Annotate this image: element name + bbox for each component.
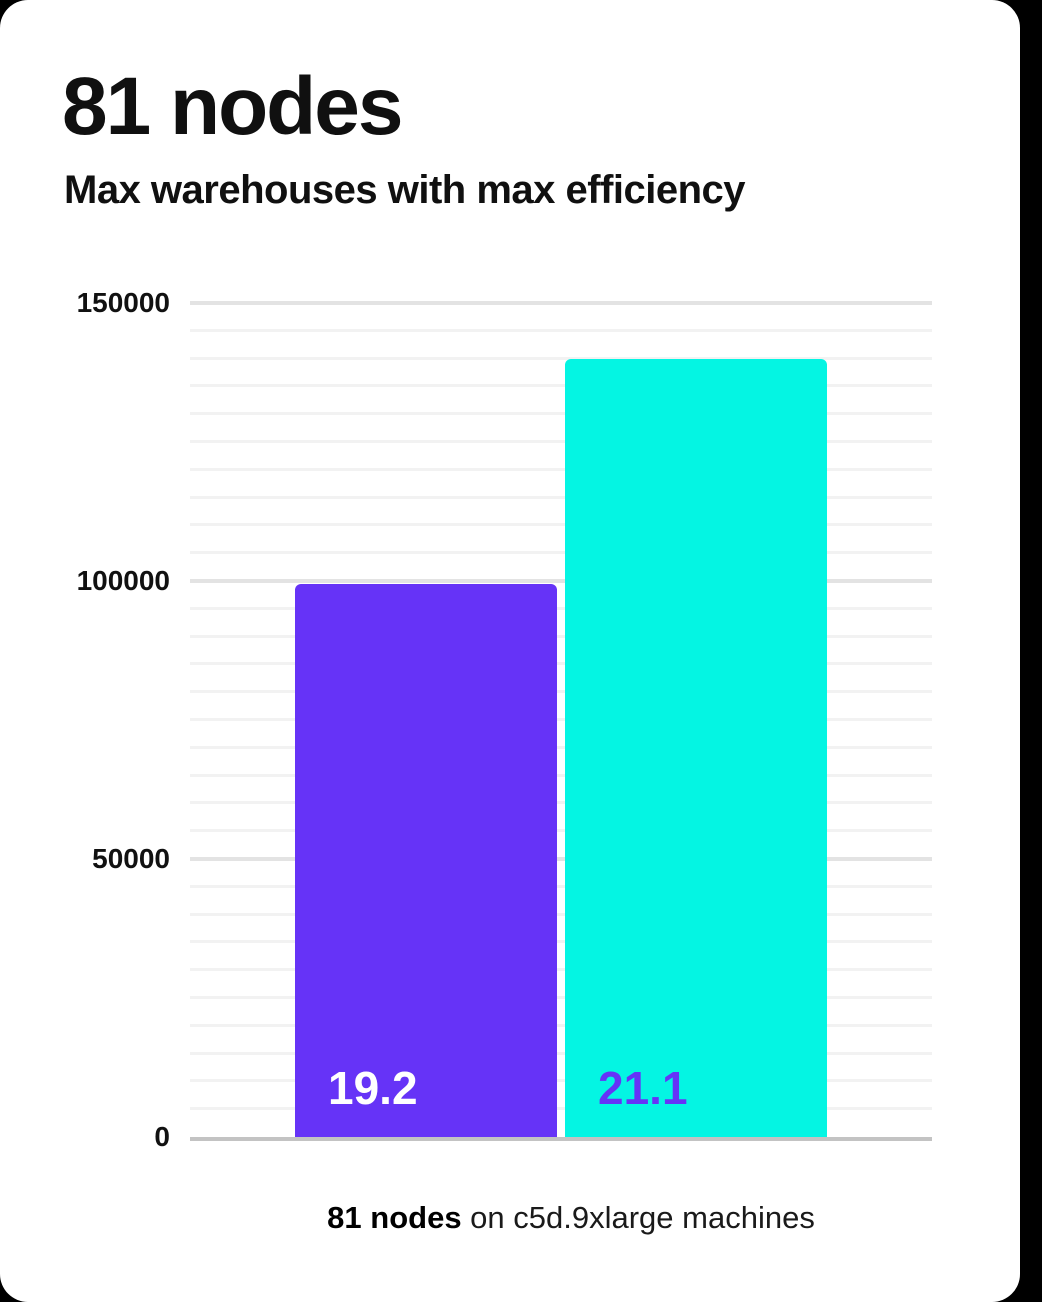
chart-title: 81 nodes [62,61,403,152]
bar-purple: 19.2 [295,583,557,1137]
chart-caption: 81 nodes on c5d.9xlarge machines [200,1198,942,1238]
major-gridline [190,857,932,861]
minor-gridline [190,1023,932,1027]
minor-gridline [190,801,932,805]
minor-gridline [190,1051,932,1055]
y-axis-tick-label: 150000 [76,287,170,318]
minor-gridline [190,773,932,777]
major-gridline [190,301,932,305]
minor-gridline [190,884,932,888]
minor-gridline [190,1107,932,1111]
minor-gridline [190,1079,932,1083]
minor-gridline [190,662,932,666]
bar-purple-value-label: 19.2 [328,1061,418,1114]
minor-gridline [190,690,932,694]
bar-cyan: 21.1 [565,358,827,1137]
minor-gridline [190,634,932,638]
chart-subtitle: Max warehouses with max efficiency [64,168,746,212]
minor-gridline [190,996,932,999]
minor-gridline [190,384,932,388]
chart-card: 81 nodes Max warehouses with max efficie… [0,0,1020,1302]
caption-bold-text: 81 nodes [327,1200,462,1235]
minor-gridline [190,356,932,360]
y-axis-tick-label: 50000 [92,843,170,874]
minor-gridline [190,551,932,555]
minor-gridline [190,440,932,443]
minor-gridline [190,745,932,749]
caption-regular-text: on c5d.9xlarge machines [461,1200,815,1235]
x-axis-line [190,1137,932,1141]
minor-gridline [190,912,932,916]
minor-gridline [190,523,932,527]
minor-gridline [190,968,932,972]
bar-chart: 0 50000 100000 150000 19.2 21.1 [76,287,932,1152]
minor-gridline [190,328,932,332]
minor-gridline [190,606,932,610]
minor-gridline [190,495,932,499]
minor-gridline [190,412,932,416]
minor-gridline [190,718,932,721]
minor-gridline [190,829,932,833]
minor-gridline [190,940,932,944]
y-axis-tick-label: 0 [154,1121,170,1152]
minor-gridline [190,467,932,471]
major-gridline [190,579,932,583]
y-axis-tick-label: 100000 [76,565,170,596]
bar-cyan-value-label: 21.1 [598,1061,688,1114]
